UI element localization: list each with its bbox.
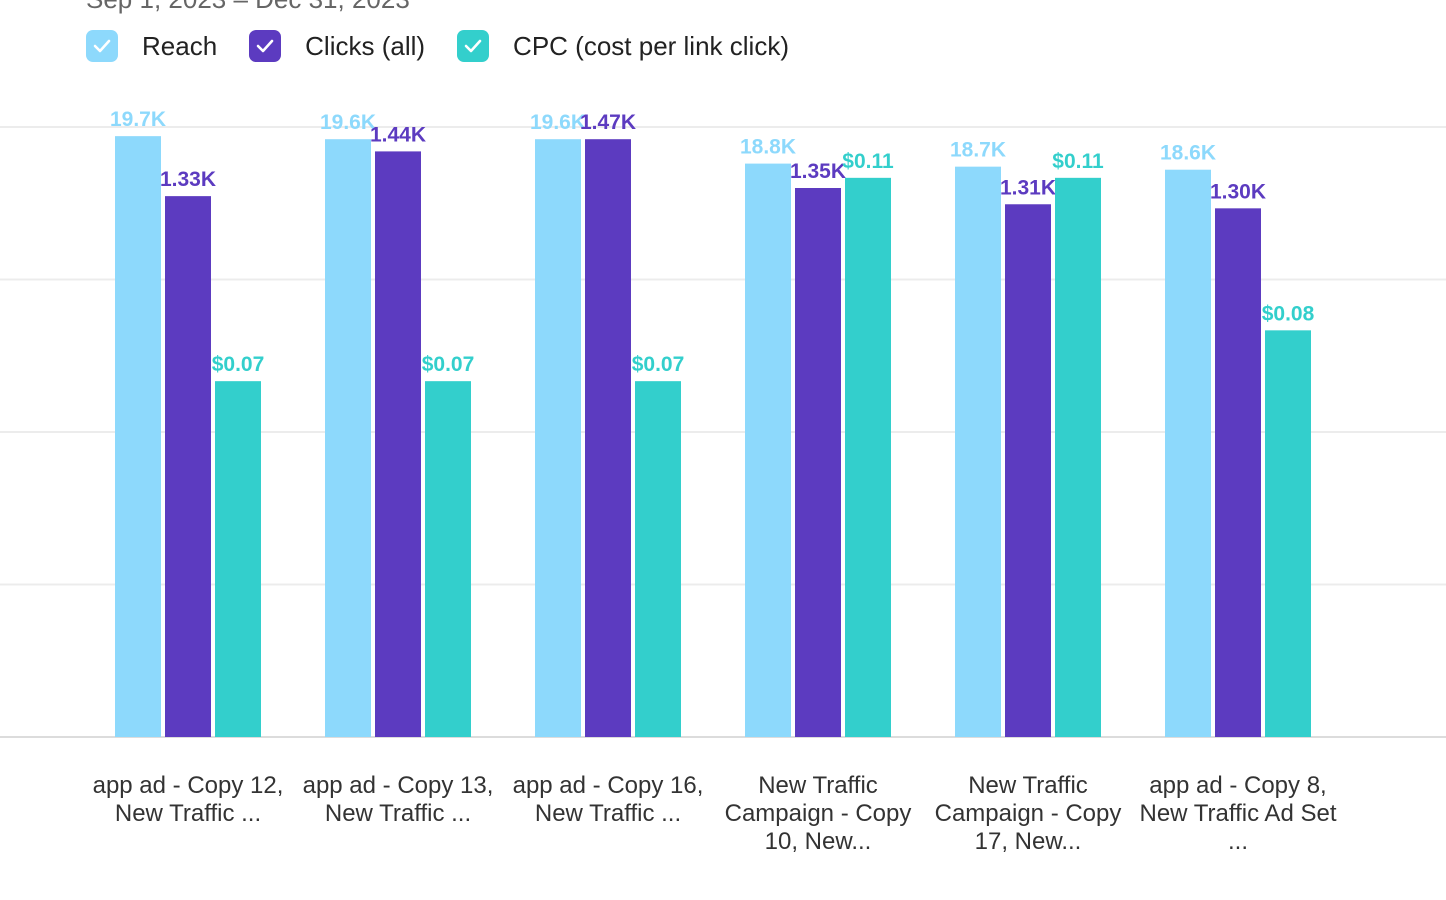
- bar: [1265, 330, 1311, 737]
- check-icon: [464, 39, 482, 53]
- check-icon: [93, 39, 111, 53]
- bar: [325, 139, 371, 737]
- legend-checkbox[interactable]: [86, 30, 118, 62]
- legend-checkbox[interactable]: [249, 30, 282, 62]
- bar: [1055, 177, 1101, 738]
- value-label: 18.7K: [950, 139, 1006, 162]
- value-label: $0.08: [1262, 302, 1315, 325]
- bar: [375, 151, 421, 737]
- value-label: $0.07: [212, 353, 265, 376]
- value-label: 1.33K: [160, 168, 216, 191]
- legend-label: CPC (cost per link click): [513, 30, 789, 61]
- bar: [745, 163, 791, 738]
- value-label: $0.11: [1052, 150, 1104, 173]
- value-label: $0.07: [422, 353, 475, 376]
- x-tick-label: app ad - Copy 16, New Traffic ...: [512, 772, 704, 827]
- value-label: 1.44K: [370, 123, 426, 146]
- value-label: 1.47K: [580, 111, 636, 134]
- bar: [635, 381, 681, 737]
- value-label: 18.8K: [740, 136, 796, 159]
- check-icon: [256, 39, 274, 53]
- bar: [215, 381, 261, 737]
- bar: [845, 177, 891, 738]
- legend-checkbox[interactable]: [457, 30, 490, 62]
- legend-item[interactable]: Reach: [86, 30, 217, 62]
- legend: Reach Clicks (all) CPC (cost per link clic…: [86, 30, 789, 62]
- value-label: 19.6K: [530, 111, 586, 134]
- check-mark: [93, 39, 111, 53]
- x-tick-label: New Traffic Campaign - Copy 17, New...: [934, 772, 1122, 855]
- bar: [165, 196, 211, 738]
- value-label: 1.31K: [1000, 176, 1056, 199]
- bar: [795, 188, 841, 737]
- check-mark: [464, 39, 482, 53]
- bar: [535, 139, 581, 737]
- date-range: Sep 1, 2023 – Dec 31, 2023: [86, 0, 410, 15]
- value-label: 1.30K: [1210, 180, 1266, 203]
- value-label: 18.6K: [1160, 142, 1216, 165]
- x-tick-label: app ad - Copy 13, New Traffic ...: [302, 772, 494, 827]
- x-tick-label: app ad - Copy 8, New Traffic Ad Set ...: [1139, 772, 1337, 855]
- bar: [1215, 208, 1261, 738]
- check-mark: [256, 39, 274, 53]
- value-label: 19.7K: [110, 108, 166, 131]
- bar: [1005, 204, 1051, 737]
- x-tick-label: New Traffic Campaign - Copy 10, New...: [724, 772, 912, 855]
- value-label: $0.07: [632, 353, 685, 376]
- legend-label: Clicks (all): [305, 30, 426, 61]
- bar: [425, 381, 471, 737]
- bar: [585, 139, 631, 737]
- bar: [115, 136, 161, 737]
- legend-item[interactable]: CPC (cost per link click): [457, 30, 789, 62]
- value-label: 1.35K: [790, 160, 846, 183]
- value-label: $0.11: [842, 150, 894, 173]
- value-label: 19.6K: [320, 111, 376, 134]
- legend-label: Reach: [142, 30, 218, 61]
- legend-item[interactable]: Clicks (all): [249, 30, 425, 62]
- bar: [955, 166, 1001, 737]
- x-tick-label: app ad - Copy 12, New Traffic ...: [92, 772, 284, 827]
- bar: [1165, 169, 1211, 737]
